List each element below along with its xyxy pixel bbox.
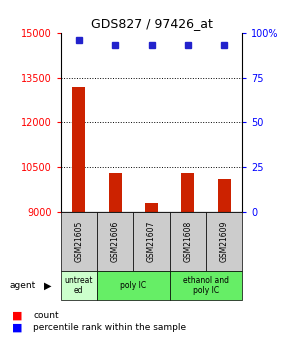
Text: ■: ■ (12, 311, 23, 321)
Text: poly IC: poly IC (120, 281, 146, 290)
Bar (72, 87, 85, 212)
Text: agent: agent (9, 281, 35, 290)
Bar (109, 173, 122, 212)
Text: count: count (33, 311, 59, 320)
Title: GDS827 / 97426_at: GDS827 / 97426_at (91, 17, 212, 30)
Bar (181, 173, 194, 212)
Text: GSM21608: GSM21608 (183, 221, 192, 262)
Text: GSM21606: GSM21606 (111, 221, 120, 262)
Text: GSM21609: GSM21609 (220, 221, 229, 262)
Text: ■: ■ (12, 323, 23, 333)
Text: untreat
ed: untreat ed (65, 276, 93, 295)
Bar (145, 203, 158, 212)
Text: GSM21607: GSM21607 (147, 221, 156, 262)
Text: ▶: ▶ (44, 280, 52, 290)
Bar (218, 179, 231, 212)
Text: GSM21605: GSM21605 (74, 221, 83, 262)
Text: percentile rank within the sample: percentile rank within the sample (33, 323, 186, 332)
Text: ethanol and
poly IC: ethanol and poly IC (183, 276, 229, 295)
